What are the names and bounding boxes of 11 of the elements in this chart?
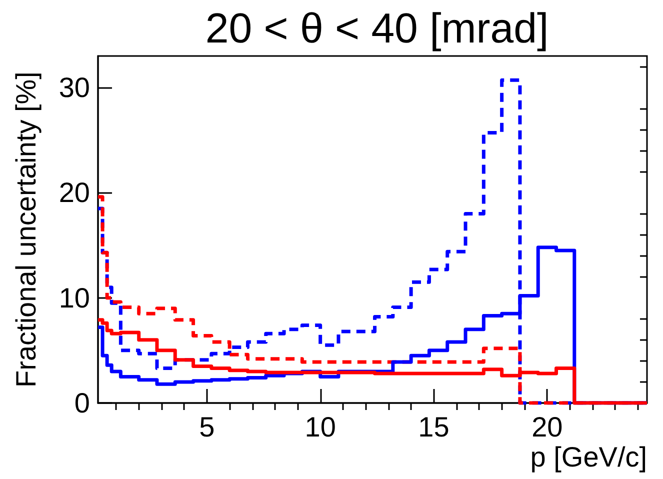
x-tick-label: 20 [532,412,563,442]
y-tick-label: 10 [58,282,90,314]
y-tick-label: 0 [74,388,90,418]
y-tick-label: 20 [58,177,90,208]
y-axis-title: Fractional uncertainty [%] [10,72,42,388]
chart-title: 20 < θ < 40 [mrad] [205,4,549,52]
x-tick-label: 10 [304,412,336,442]
x-tick-label: 15 [418,412,450,442]
x-tick-label: 5 [199,412,215,442]
y-tick-label: 30 [58,72,90,104]
x-axis-title: p [GeV/c] [530,442,647,472]
